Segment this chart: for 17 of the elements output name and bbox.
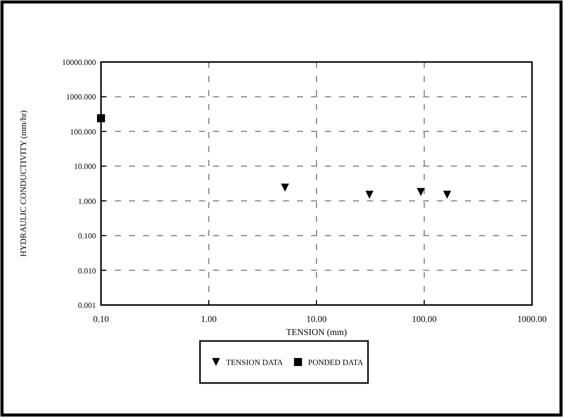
x-tick-label: 1000.00 (517, 314, 548, 324)
x-tick-label: 100.00 (412, 314, 438, 324)
y-tick-label: 10.000 (74, 162, 96, 172)
legend-label: PONDED DATA (308, 358, 364, 367)
y-tick-label: 0.010 (78, 266, 96, 276)
legend-label: TENSION DATA (226, 358, 284, 367)
y-tick-label: 1.000 (78, 196, 96, 206)
x-tick-label: 10.00 (306, 314, 328, 324)
y-tick-label: 1000.000 (66, 92, 96, 102)
x-tick-label: 0.10 (93, 314, 110, 324)
y-tick-label: 10000.000 (62, 58, 96, 67)
y-tick-label: 100.000 (70, 127, 96, 136)
y-axis-title: HYDRAULIC CONDUCTIVITY (mm/hr) (18, 110, 28, 257)
y-tick-label: 0.100 (78, 232, 96, 241)
x-tick-label: 1.00 (200, 314, 218, 324)
y-tick-label: 0.001 (78, 301, 96, 310)
x-axis-title: TENSION (mm) (286, 327, 347, 337)
